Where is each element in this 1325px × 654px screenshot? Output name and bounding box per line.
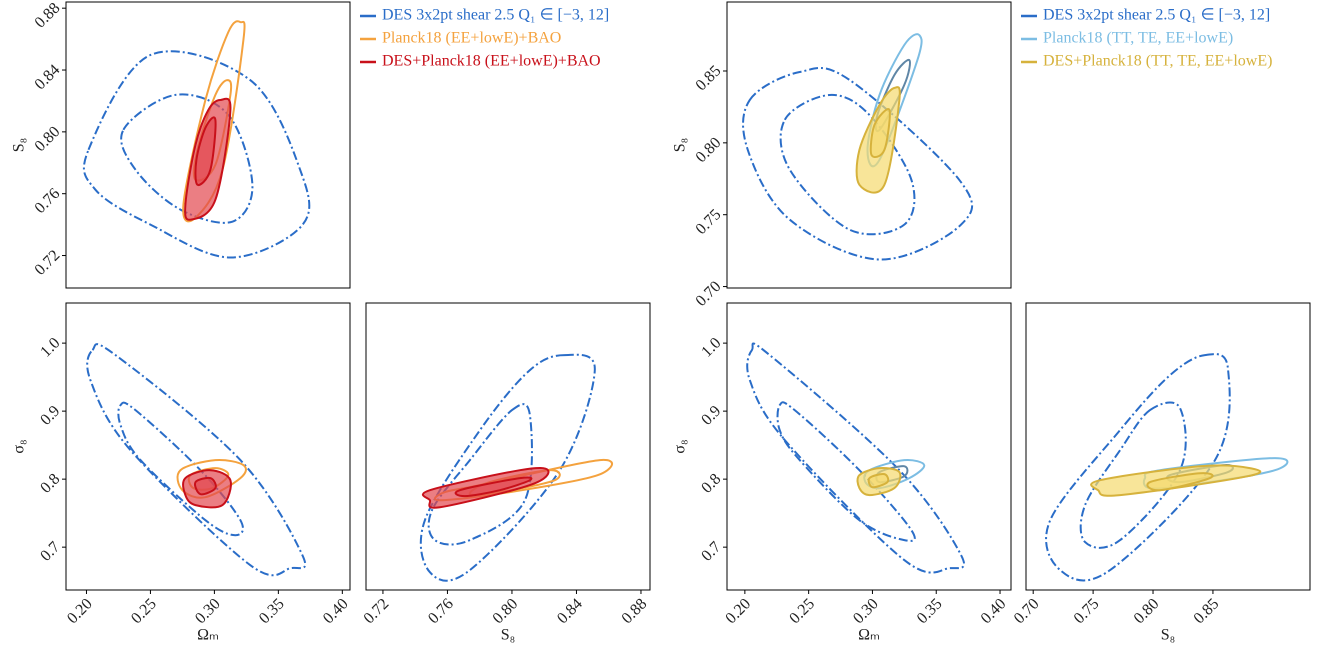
contour [182, 20, 246, 223]
x-tick-label: 0.70 [1011, 595, 1043, 627]
legend-label: DES+Planck18 (EE+lowE)+BAO [382, 53, 601, 70]
y-tick-label: 0.85 [693, 62, 725, 94]
y-tick-label: 0.75 [693, 206, 725, 238]
x-tick-label: 0.80 [490, 595, 522, 627]
y-tick-label: 0.8 [698, 471, 724, 497]
legend-label: DES+Planck18 (TT, TE, EE+lowE) [1043, 53, 1272, 70]
x-tick-label: 0.20 [64, 595, 96, 627]
x-tick-label: 0.30 [192, 595, 224, 627]
contour [1079, 401, 1187, 549]
contour [779, 93, 916, 236]
panel-frame [1025, 302, 1311, 591]
y-axis-label: S₈ [672, 138, 689, 152]
panel-frame [65, 1, 351, 289]
panel-frame [726, 302, 1012, 591]
x-tick-label: 0.40 [320, 595, 352, 627]
x-tick-label: 0.25 [128, 595, 160, 627]
x-tick-label: 0.76 [425, 595, 457, 627]
contour [869, 108, 891, 159]
legend-label: DES 3x2pt shear 2.5 Q₁ ∈ [−3, 12] [382, 7, 609, 24]
plot-area [1045, 353, 1289, 582]
y-tick-label: 0.8 [37, 471, 63, 497]
x-tick-label: 0.20 [722, 595, 754, 627]
x-tick-label: 0.80 [1131, 595, 1163, 627]
plot-area [742, 33, 974, 261]
contour [746, 342, 966, 574]
contour [194, 116, 217, 186]
y-tick-label: 0.7 [37, 539, 63, 565]
legend-label: Planck18 (EE+lowE)+BAO [382, 30, 561, 47]
plot-area [82, 20, 311, 259]
x-tick-label: 0.35 [914, 595, 946, 627]
y-axis-label: σ₈ [11, 439, 28, 453]
y-tick-label: 0.7 [698, 539, 724, 565]
contour [867, 472, 890, 489]
contour [120, 93, 254, 224]
contour [427, 403, 533, 546]
y-tick-label: 0.9 [698, 403, 724, 429]
plot-area [746, 342, 966, 574]
y-axis-label: S₈ [11, 138, 28, 152]
y-tick-label: 0.88 [32, 0, 64, 31]
contour [1146, 472, 1214, 492]
x-tick-label: 0.40 [978, 595, 1010, 627]
contour [454, 476, 533, 498]
contour [742, 66, 974, 261]
y-tick-label: 0.9 [37, 403, 63, 429]
y-tick-label: 0.72 [32, 247, 64, 279]
y-tick-label: 0.76 [32, 185, 64, 217]
panel-frame [726, 1, 1012, 289]
y-axis-label: σ₈ [672, 439, 689, 453]
x-tick-label: 0.25 [786, 595, 818, 627]
x-axis-label: Ωₘ [858, 627, 880, 644]
x-axis-label: S₈ [501, 627, 515, 644]
panel-frame [65, 302, 351, 591]
y-tick-label: 0.70 [693, 278, 725, 310]
y-tick-label: 0.80 [693, 134, 725, 166]
y-tick-label: 1.0 [698, 335, 724, 361]
contour [419, 353, 596, 582]
contour [82, 50, 311, 259]
contour [776, 401, 916, 542]
panel-frame [365, 302, 651, 591]
x-tick-label: 0.75 [1071, 595, 1103, 627]
x-tick-label: 0.88 [619, 595, 651, 627]
x-tick-label: 0.35 [256, 595, 288, 627]
legend-label: Planck18 (TT, TE, EE+lowE) [1043, 30, 1233, 47]
x-axis-label: S₈ [1161, 627, 1175, 644]
contour [176, 458, 247, 499]
plot-area [419, 353, 613, 582]
contour [1045, 353, 1231, 582]
contour [117, 401, 244, 537]
y-tick-label: 0.84 [32, 61, 64, 93]
y-tick-label: 1.0 [37, 335, 63, 361]
x-tick-label: 0.85 [1191, 595, 1223, 627]
contour [86, 343, 307, 577]
contour [194, 476, 217, 496]
y-tick-label: 0.80 [32, 123, 64, 155]
legend-label: DES 3x2pt shear 2.5 Q₁ ∈ [−3, 12] [1043, 7, 1270, 24]
x-axis-label: Ωₘ [197, 627, 219, 644]
x-tick-label: 0.84 [554, 595, 586, 627]
plot-area [86, 343, 307, 577]
x-tick-label: 0.72 [361, 595, 393, 627]
x-tick-label: 0.30 [850, 595, 882, 627]
